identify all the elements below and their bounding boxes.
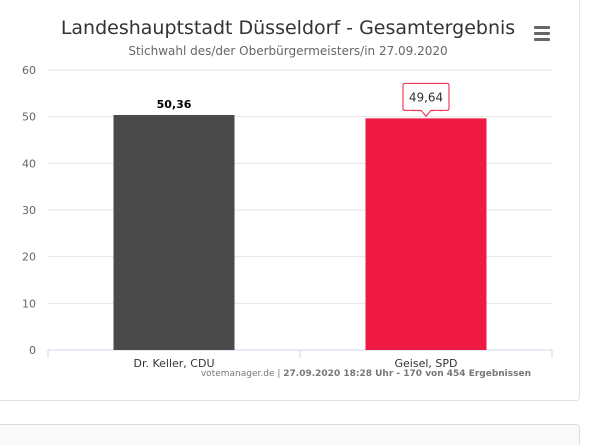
credits-source[interactable]: votemanager.de [200, 369, 275, 379]
y-tick-label: 60 [22, 64, 36, 77]
y-tick-label: 30 [22, 204, 36, 217]
bar-chart: 0 10 20 30 40 50 60 50,36 Dr. Keller, CDU 49,64 Ge… [22, 64, 553, 370]
menu-bar [534, 26, 550, 29]
credits-separator: | [274, 369, 284, 379]
tooltip-box [402, 82, 450, 118]
y-tick-label: 50 [22, 111, 36, 124]
y-tick-label: 10 [22, 297, 36, 310]
x-tick-label: Geisel, SPD [395, 357, 458, 370]
tooltip-value: 49,64 [409, 90, 443, 104]
chart-subtitle: Stichwahl des/der Oberbürgermeisters/in … [128, 44, 448, 58]
menu-bar [534, 38, 550, 41]
chart-credits[interactable]: votemanager.de | 27.09.2020 18:28 Uhr - … [201, 369, 531, 379]
x-tick-label: Dr. Keller, CDU [133, 357, 214, 370]
hamburger-menu-icon[interactable] [528, 22, 556, 44]
data-label: 50,36 [157, 98, 192, 111]
chart-title: Landeshauptstadt Düsseldorf - Gesamterge… [60, 17, 516, 39]
y-tick-label: 40 [22, 157, 36, 170]
chart-card: Landeshauptstadt Düsseldorf - Gesamterge… [0, 0, 580, 401]
bar-0 [113, 114, 235, 350]
y-tick-label: 0 [29, 344, 36, 357]
bar-1 [365, 118, 487, 350]
credits-status: 27.09.2020 18:28 Uhr - 170 von 454 Ergeb… [283, 369, 531, 379]
y-tick-label: 20 [22, 251, 36, 264]
menu-bar [534, 32, 550, 35]
